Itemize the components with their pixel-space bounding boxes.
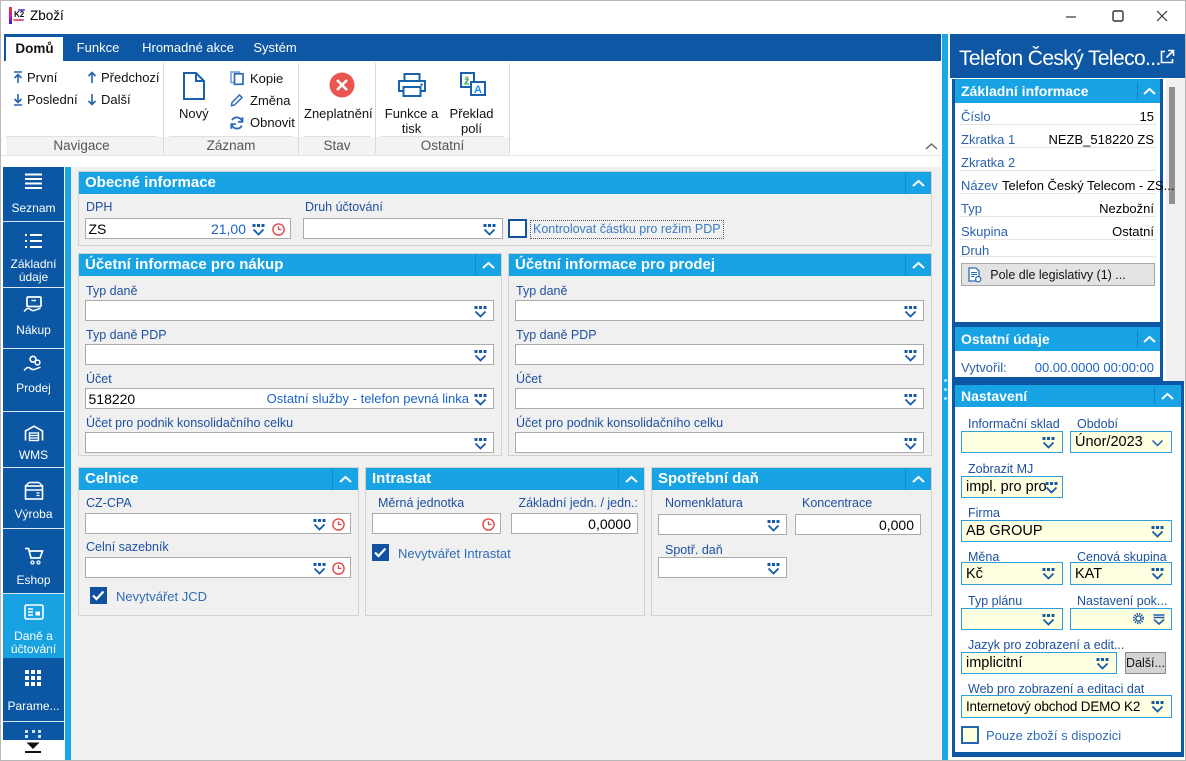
svg-text:A: A (474, 84, 482, 96)
svg-text:ž: ž (464, 76, 470, 88)
